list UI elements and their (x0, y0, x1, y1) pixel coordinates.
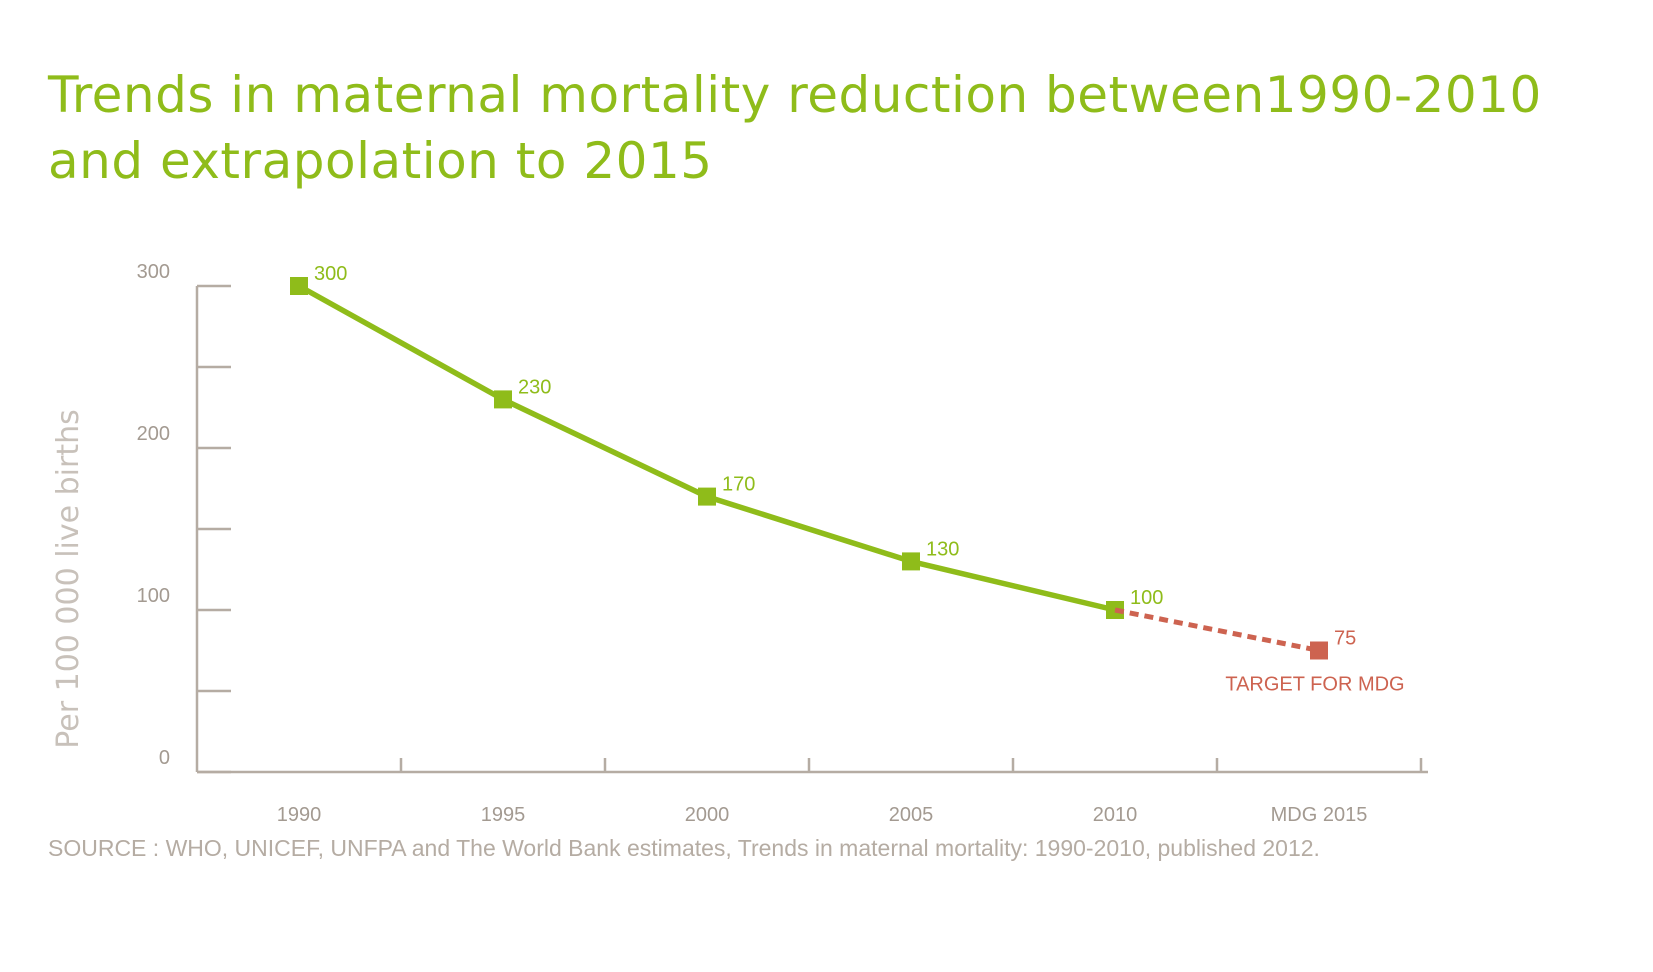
chart-labels: 0 100 200 300 1990 1995 2000 2005 2010 MDG 2015 Pe… (51, 261, 1405, 826)
data-label: 230 (518, 376, 551, 398)
chart-title-line-2: and extrapolation to 2015 (48, 132, 713, 190)
data-label: 170 (722, 474, 755, 496)
y-tick-label: 0 (159, 747, 170, 769)
y-tick-label: 100 (137, 585, 170, 607)
x-tick-label: 1990 (277, 804, 322, 826)
target-point-marker (1310, 641, 1328, 660)
chart-title: Trends in maternal mortality reduction b… (48, 62, 1548, 194)
y-tick-label: 200 (137, 423, 170, 445)
data-label: 300 (314, 263, 347, 285)
y-tick-label: 300 (137, 261, 170, 283)
chart-title-line-1: Trends in maternal mortality reduction b… (48, 66, 1542, 124)
x-tick-label: 1995 (481, 804, 526, 826)
data-label: 100 (1130, 587, 1163, 609)
target-annotation: TARGET FOR MDG (1225, 674, 1404, 696)
target-projection-line (1114, 607, 1320, 653)
chart-marks (290, 277, 1328, 660)
chart-axes (195, 284, 1428, 774)
y-axis-label: Per 100 000 live births (51, 409, 86, 748)
data-point-marker (290, 277, 308, 295)
x-tick-label: 2005 (889, 804, 934, 826)
x-tick-label: 2000 (685, 804, 730, 826)
series-line (297, 283, 1116, 613)
source-note: SOURCE : WHO, UNICEF, UNFPA and The Worl… (48, 835, 1320, 861)
data-label: 75 (1334, 628, 1356, 650)
data-point-marker (902, 552, 920, 571)
data-point-marker (698, 487, 716, 506)
x-tick-label: MDG 2015 (1271, 804, 1368, 826)
x-tick-label: 2010 (1093, 804, 1138, 826)
data-point-marker (494, 390, 512, 409)
data-label: 130 (926, 538, 959, 560)
